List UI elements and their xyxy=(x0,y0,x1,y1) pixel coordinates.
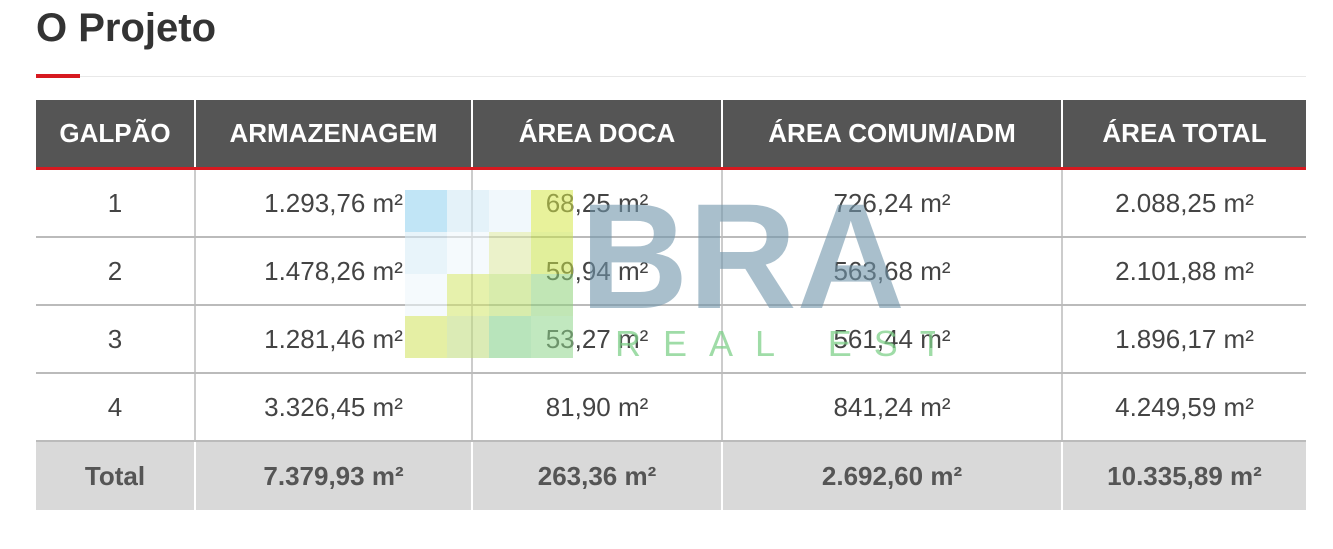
project-table: GALPÃO ARMAZENAGEM ÁREA DOCA ÁREA COMUM/ADM… xyxy=(36,100,1306,510)
column-header: ÁREA COMUM/ADM xyxy=(721,100,1062,170)
table-cell: 841,24 m² xyxy=(721,373,1062,442)
table-cell: 1 xyxy=(36,168,195,238)
column-header: ÁREA DOCA xyxy=(471,100,722,170)
table-cell: 4 xyxy=(36,373,195,442)
table-cell: 59,94 m² xyxy=(471,237,722,306)
table-row: 1 1.293,76 m² 68,25 m² 726,24 m² 2.088,25 m² xyxy=(36,168,1306,238)
table-cell: 563,68 m² xyxy=(721,237,1062,306)
table-cell: 81,90 m² xyxy=(471,373,722,442)
table-cell: 726,24 m² xyxy=(721,168,1062,238)
header-row: GALPÃO ARMAZENAGEM ÁREA DOCA ÁREA COMUM/ADM… xyxy=(36,100,1306,170)
table-cell: 2.088,25 m² xyxy=(1061,168,1306,238)
total-cell: 263,36 m² xyxy=(471,441,722,510)
total-cell: 2.692,60 m² xyxy=(721,441,1062,510)
table-cell: 1.478,26 m² xyxy=(194,237,472,306)
table-row: 2 1.478,26 m² 59,94 m² 563,68 m² 2.101,88 m² xyxy=(36,237,1306,306)
table-cell: 53,27 m² xyxy=(471,305,722,374)
table-cell: 68,25 m² xyxy=(471,168,722,238)
total-row: Total 7.379,93 m² 263,36 m² 2.692,60 m² 10.3… xyxy=(36,441,1306,510)
total-cell: 10.335,89 m² xyxy=(1061,441,1306,510)
table-cell: 3.326,45 m² xyxy=(194,373,472,442)
table-row: 3 1.281,46 m² 53,27 m² 561,44 m² 1.896,17 m² xyxy=(36,305,1306,374)
page-title: O Projeto xyxy=(36,6,217,50)
table-cell: 1.281,46 m² xyxy=(194,305,472,374)
table-cell: 1.293,76 m² xyxy=(194,168,472,238)
total-cell: 7.379,93 m² xyxy=(194,441,472,510)
table-cell: 4.249,59 m² xyxy=(1061,373,1306,442)
table-cell: 1.896,17 m² xyxy=(1061,305,1306,374)
table-row: 4 3.326,45 m² 81,90 m² 841,24 m² 4.249,59 m² xyxy=(36,373,1306,442)
title-accent xyxy=(36,74,80,78)
divider xyxy=(36,76,1306,77)
table-cell: 3 xyxy=(36,305,195,374)
total-cell: Total xyxy=(36,441,195,510)
table-cell: 2 xyxy=(36,237,195,306)
table-cell: 2.101,88 m² xyxy=(1061,237,1306,306)
table-cell: 561,44 m² xyxy=(721,305,1062,374)
column-header: ÁREA TOTAL xyxy=(1061,100,1306,170)
column-header: GALPÃO xyxy=(36,100,195,170)
column-header: ARMAZENAGEM xyxy=(194,100,472,170)
